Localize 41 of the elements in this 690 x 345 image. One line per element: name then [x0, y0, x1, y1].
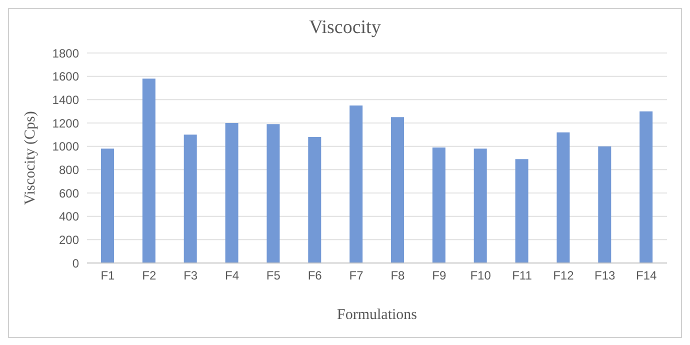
x-tick-label: F3: [184, 268, 198, 283]
chart-title: Viscocity: [308, 17, 382, 40]
bar: [142, 78, 156, 263]
bar: [225, 123, 238, 263]
y-tick-label: 200: [58, 232, 80, 247]
bar: [101, 148, 114, 263]
x-tick-label: F9: [432, 268, 446, 283]
bar: [640, 111, 653, 263]
bar: [184, 134, 197, 263]
x-tick-label: F12: [553, 268, 574, 283]
x-tick-label: F1: [100, 268, 116, 283]
x-tick-label: F10: [470, 268, 492, 283]
bar: [598, 146, 612, 263]
bar: [350, 106, 363, 263]
y-axis-title: Viscocity (Cps): [22, 111, 38, 205]
bar: [266, 124, 280, 263]
y-tick-label: 800: [58, 162, 80, 177]
x-tick-label: F5: [266, 268, 281, 283]
y-tick-label: 1800: [52, 46, 80, 60]
x-axis-title: Formulations: [336, 307, 418, 323]
y-tick-label: 600: [58, 186, 80, 200]
y-tick-label: 1400: [52, 92, 80, 107]
bar: [391, 117, 404, 263]
bar: [432, 148, 446, 263]
bar: [556, 132, 570, 263]
y-tick-label: 1200: [52, 116, 80, 130]
y-tick-label: 400: [58, 210, 80, 224]
x-tick-label: F8: [390, 268, 406, 283]
y-tick-label: 0: [72, 256, 80, 270]
x-tick-label: F11: [512, 268, 532, 283]
bar: [308, 137, 322, 263]
x-tick-label: F2: [142, 268, 156, 283]
y-tick-label: 1600: [52, 70, 80, 84]
x-tick-label: F6: [308, 268, 322, 283]
x-tick-label: F14: [636, 268, 657, 283]
x-tick-label: F13: [594, 268, 616, 283]
x-tick-label: F4: [224, 268, 240, 283]
bar: [474, 148, 487, 263]
y-tick-label: 1000: [52, 140, 80, 154]
x-tick-label: F7: [349, 268, 364, 283]
bar: [515, 159, 528, 263]
